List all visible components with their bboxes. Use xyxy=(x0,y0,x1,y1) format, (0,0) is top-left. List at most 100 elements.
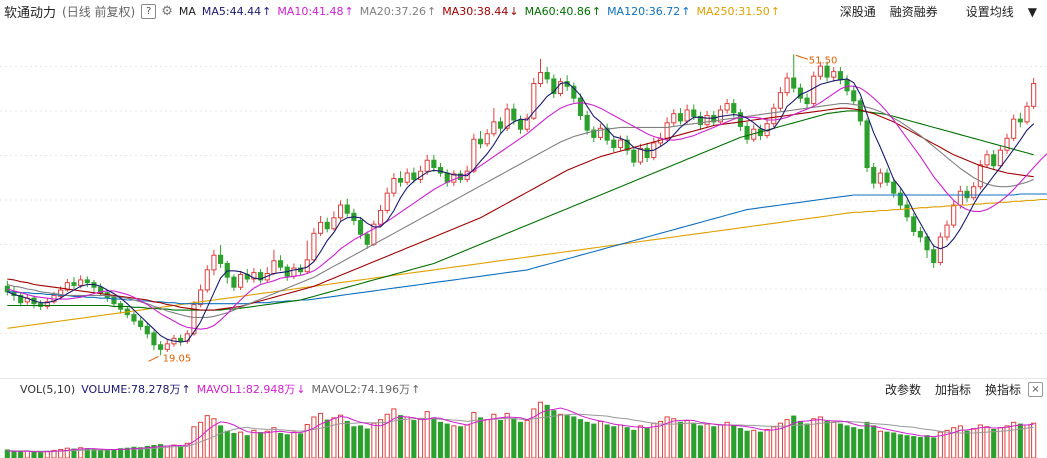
volume-bar[interactable] xyxy=(278,432,284,458)
volume-bar[interactable] xyxy=(844,425,850,458)
volume-bar[interactable] xyxy=(224,430,230,458)
candle[interactable] xyxy=(304,240,310,274)
candle[interactable] xyxy=(111,295,117,308)
volume-bar[interactable] xyxy=(1017,423,1023,458)
volume-bar[interactable] xyxy=(664,416,670,458)
volume-bar[interactable] xyxy=(397,415,404,458)
candle[interactable] xyxy=(431,154,437,173)
volume-bar[interactable] xyxy=(717,424,724,458)
candle[interactable] xyxy=(551,74,557,99)
candle[interactable] xyxy=(391,173,397,197)
candle[interactable] xyxy=(991,150,997,171)
candle[interactable] xyxy=(324,217,330,233)
volume-bar[interactable] xyxy=(951,427,957,458)
volume-bar[interactable] xyxy=(944,429,950,458)
candle[interactable] xyxy=(444,169,450,187)
candle[interactable] xyxy=(1004,133,1010,154)
candle[interactable] xyxy=(24,294,30,305)
candle[interactable] xyxy=(71,277,77,290)
candle[interactable] xyxy=(204,265,210,293)
candle[interactable] xyxy=(251,268,257,283)
volume-bar[interactable] xyxy=(437,421,444,458)
volume-bar[interactable] xyxy=(497,420,504,458)
candle[interactable] xyxy=(497,117,504,133)
volume-bar[interactable] xyxy=(1031,422,1037,458)
volume-bar[interactable] xyxy=(284,434,290,458)
volume-bar[interactable] xyxy=(124,447,130,458)
candle[interactable] xyxy=(851,86,857,106)
candle[interactable] xyxy=(557,78,564,97)
volume-bar[interactable] xyxy=(724,421,730,458)
volume-bar[interactable] xyxy=(504,412,510,458)
candle[interactable] xyxy=(704,110,710,128)
candle[interactable] xyxy=(984,150,990,168)
volume-bar[interactable] xyxy=(551,410,557,458)
volume-bar[interactable] xyxy=(357,425,364,458)
volume-bar[interactable] xyxy=(617,424,624,458)
candle[interactable] xyxy=(971,182,977,201)
volume-bar[interactable] xyxy=(411,420,417,458)
candle[interactable] xyxy=(437,162,444,177)
volume-bar[interactable] xyxy=(311,416,317,458)
volume-bar[interactable] xyxy=(431,417,437,458)
volume-bar[interactable] xyxy=(671,418,677,458)
volume-bar[interactable] xyxy=(904,435,910,458)
volume-bar[interactable] xyxy=(457,426,464,458)
volume-bar[interactable] xyxy=(977,424,983,458)
candle[interactable] xyxy=(1011,114,1017,142)
volume-bar[interactable] xyxy=(251,429,257,458)
volume-bar[interactable] xyxy=(757,431,763,458)
volume-bar[interactable] xyxy=(451,425,457,458)
candle[interactable] xyxy=(737,109,743,132)
candle[interactable] xyxy=(211,249,217,276)
candle[interactable] xyxy=(897,188,903,210)
volume-bar[interactable] xyxy=(591,423,597,458)
candle[interactable] xyxy=(944,220,950,241)
candle[interactable] xyxy=(611,136,617,153)
candle[interactable] xyxy=(877,168,883,188)
volume-bar[interactable] xyxy=(324,419,330,458)
candle[interactable] xyxy=(411,167,417,184)
candle[interactable] xyxy=(384,187,390,214)
close-icon[interactable]: × xyxy=(1028,382,1043,397)
volume-bar[interactable] xyxy=(731,425,737,458)
candle[interactable] xyxy=(577,93,584,121)
volume-bar[interactable] xyxy=(298,433,304,458)
candle[interactable] xyxy=(791,54,797,93)
volume-bar[interactable] xyxy=(1024,424,1030,458)
volume-bar[interactable] xyxy=(897,434,903,458)
candle[interactable] xyxy=(371,220,377,247)
candle[interactable] xyxy=(311,227,317,262)
candle[interactable] xyxy=(1031,78,1037,110)
volume-bar[interactable] xyxy=(291,431,297,458)
volume-bar[interactable] xyxy=(684,420,690,458)
candle[interactable] xyxy=(218,245,224,269)
volume-chart[interactable] xyxy=(0,398,1047,458)
volume-bar[interactable] xyxy=(831,421,837,458)
candle[interactable] xyxy=(417,165,424,184)
candle[interactable] xyxy=(337,200,344,221)
volume-bar[interactable] xyxy=(231,432,237,458)
volume-bar[interactable] xyxy=(817,416,823,458)
volume-bar[interactable] xyxy=(111,449,117,458)
candle[interactable] xyxy=(118,300,124,314)
candle[interactable] xyxy=(624,135,630,155)
volume-bar[interactable] xyxy=(317,412,324,458)
candle[interactable] xyxy=(571,82,577,103)
candle[interactable] xyxy=(1017,112,1023,128)
volume-bar[interactable] xyxy=(258,432,264,458)
candle[interactable] xyxy=(491,108,497,137)
candle[interactable] xyxy=(697,111,704,130)
volume-bar[interactable] xyxy=(304,424,310,458)
volume-bar[interactable] xyxy=(178,445,184,458)
candle[interactable] xyxy=(591,126,597,142)
volume-bar[interactable] xyxy=(264,430,270,458)
candle[interactable] xyxy=(264,267,270,283)
volume-bar[interactable] xyxy=(957,425,963,458)
candle[interactable] xyxy=(997,145,1003,169)
volume-bar[interactable] xyxy=(931,437,937,458)
volume-bar[interactable] xyxy=(537,401,544,458)
volume-bar[interactable] xyxy=(857,428,863,458)
volume-bar[interactable] xyxy=(784,419,790,458)
candle[interactable] xyxy=(784,72,790,97)
